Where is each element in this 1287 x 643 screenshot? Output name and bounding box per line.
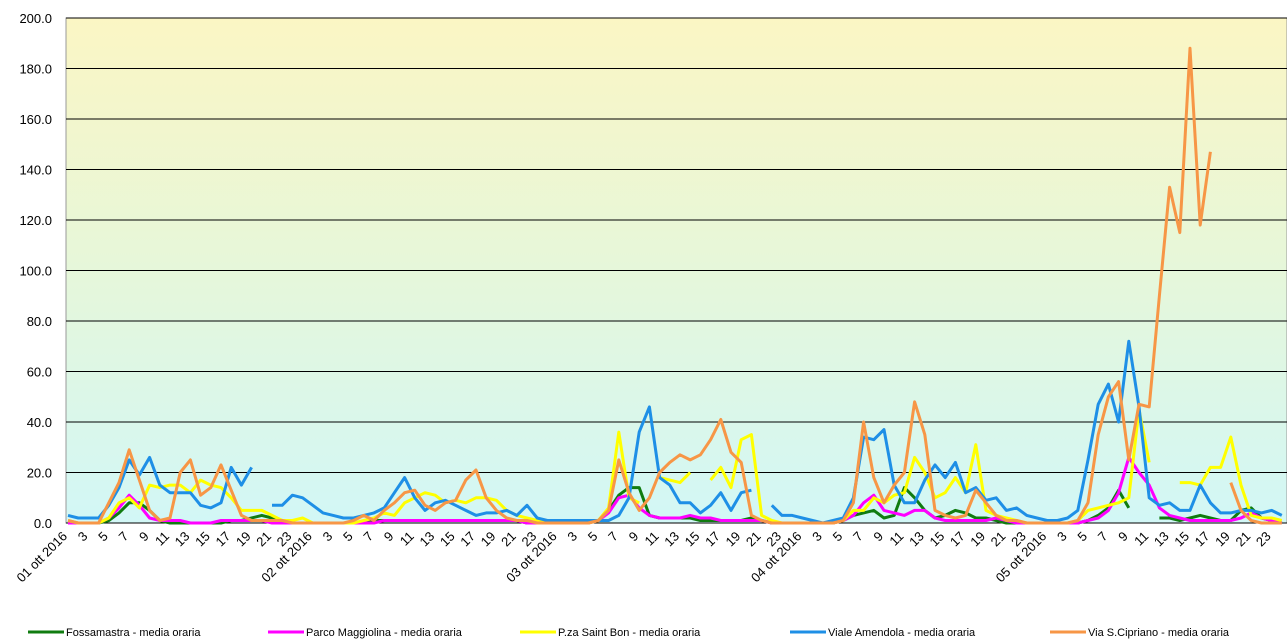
x-tick-label: 3 xyxy=(320,529,336,545)
y-tick-label: 20.0 xyxy=(27,466,52,481)
x-tick-label: 15 xyxy=(926,529,947,550)
x-tick-label: 23 xyxy=(1253,529,1274,550)
x-tick-label: 7 xyxy=(605,529,621,545)
x-tick-label: 17 xyxy=(947,529,968,550)
x-tick-label: 7 xyxy=(1095,529,1111,545)
x-tick-label: 9 xyxy=(381,529,397,545)
x-tick-label: 5 xyxy=(1074,529,1090,545)
y-tick-label: 0.0 xyxy=(34,516,52,531)
x-tick-label: 17 xyxy=(702,529,723,550)
x-tick-label: 5 xyxy=(830,529,846,545)
legend-label: P.za Saint Bon - media oraria xyxy=(558,627,701,639)
x-tick-label: 9 xyxy=(626,529,642,545)
x-tick-label: 19 xyxy=(1212,529,1233,550)
x-tick-label: 15 xyxy=(192,529,213,550)
x-tick-label: 13 xyxy=(416,529,437,550)
x-tick-label: 11 xyxy=(886,529,906,549)
x-tick-label: 19 xyxy=(478,529,499,550)
legend-label: Parco Maggiolina - media oraria xyxy=(306,627,463,639)
x-tick-label: 15 xyxy=(682,529,703,550)
x-tick-label: 11 xyxy=(642,529,662,549)
x-tick-label: 17 xyxy=(212,529,233,550)
y-tick-label: 160.0 xyxy=(19,112,52,127)
x-tick-label: 21 xyxy=(253,529,274,550)
x-tick-label: 5 xyxy=(340,529,356,545)
x-tick-label: 17 xyxy=(457,529,478,550)
y-tick-label: 80.0 xyxy=(27,314,52,329)
x-tick-label: 9 xyxy=(1115,529,1131,545)
y-tick-label: 100.0 xyxy=(19,264,52,279)
x-tick-label: 3 xyxy=(1054,529,1070,545)
x-tick-label: 21 xyxy=(743,529,764,550)
x-tick-label: 7 xyxy=(850,529,866,545)
x-tick-label: 9 xyxy=(870,529,886,545)
x-tick-label: 15 xyxy=(437,529,458,550)
x-tick-label: 13 xyxy=(1151,529,1172,550)
x-tick-label: 13 xyxy=(906,529,927,550)
x-tick-label: 9 xyxy=(136,529,152,545)
x-tick-label: 5 xyxy=(95,529,111,545)
y-tick-label: 40.0 xyxy=(27,415,52,430)
x-tick-label: 7 xyxy=(116,529,132,545)
x-tick-label: 15 xyxy=(1171,529,1192,550)
x-tick-label: 3 xyxy=(809,529,825,545)
x-tick-label: 5 xyxy=(585,529,601,545)
y-tick-label: 140.0 xyxy=(19,163,52,178)
y-tick-label: 60.0 xyxy=(27,365,52,380)
x-tick-label: 17 xyxy=(1192,529,1213,550)
y-tick-label: 120.0 xyxy=(19,213,52,228)
x-tick-label: 01 ott 2016 xyxy=(14,529,71,586)
x-tick-label: 11 xyxy=(152,529,172,549)
y-tick-label: 200.0 xyxy=(19,11,52,26)
x-tick-label: 19 xyxy=(967,529,988,550)
series-line xyxy=(68,455,1283,525)
x-tick-label: 13 xyxy=(661,529,682,550)
legend-label: Via S.Cipriano - media oraria xyxy=(1088,627,1230,639)
series-line xyxy=(67,46,1282,525)
x-tick-label: 19 xyxy=(722,529,743,550)
x-tick-label: 7 xyxy=(360,529,376,545)
x-tick-label: 3 xyxy=(564,529,580,545)
legend-label: Viale Amendola - media oraria xyxy=(828,627,976,639)
x-tick-label: 11 xyxy=(397,529,417,549)
x-tick-label: 21 xyxy=(498,529,519,550)
y-tick-label: 180.0 xyxy=(19,62,52,77)
x-tick-label: 19 xyxy=(233,529,254,550)
series-line xyxy=(67,407,1283,525)
x-tick-label: 11 xyxy=(1131,529,1151,549)
x-tick-label: 21 xyxy=(1232,529,1253,550)
x-tick-label: 13 xyxy=(172,529,193,550)
x-tick-label: 21 xyxy=(988,529,1009,550)
legend-label: Fossamastra - media oraria xyxy=(66,627,201,639)
x-tick-label: 3 xyxy=(75,529,91,545)
